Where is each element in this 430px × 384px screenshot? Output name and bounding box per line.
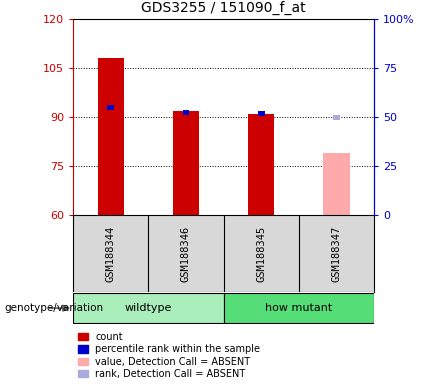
FancyBboxPatch shape: [73, 293, 224, 323]
Text: genotype/variation: genotype/variation: [4, 303, 104, 313]
Bar: [323, 153, 350, 215]
Bar: [183, 110, 189, 115]
Text: GSM188345: GSM188345: [256, 225, 266, 281]
Text: GSM188347: GSM188347: [332, 225, 341, 281]
Title: GDS3255 / 151090_f_at: GDS3255 / 151090_f_at: [141, 1, 306, 15]
FancyBboxPatch shape: [224, 293, 374, 323]
Bar: [333, 115, 340, 119]
Bar: [173, 111, 199, 215]
Bar: [108, 105, 114, 110]
Bar: [258, 111, 264, 116]
Bar: [98, 58, 124, 215]
Text: GSM188346: GSM188346: [181, 225, 191, 281]
Legend: count, percentile rank within the sample, value, Detection Call = ABSENT, rank, : count, percentile rank within the sample…: [78, 332, 261, 379]
Text: GSM188344: GSM188344: [106, 225, 116, 281]
Bar: [248, 114, 274, 215]
Text: wildtype: wildtype: [125, 303, 172, 313]
Text: how mutant: how mutant: [265, 303, 332, 313]
